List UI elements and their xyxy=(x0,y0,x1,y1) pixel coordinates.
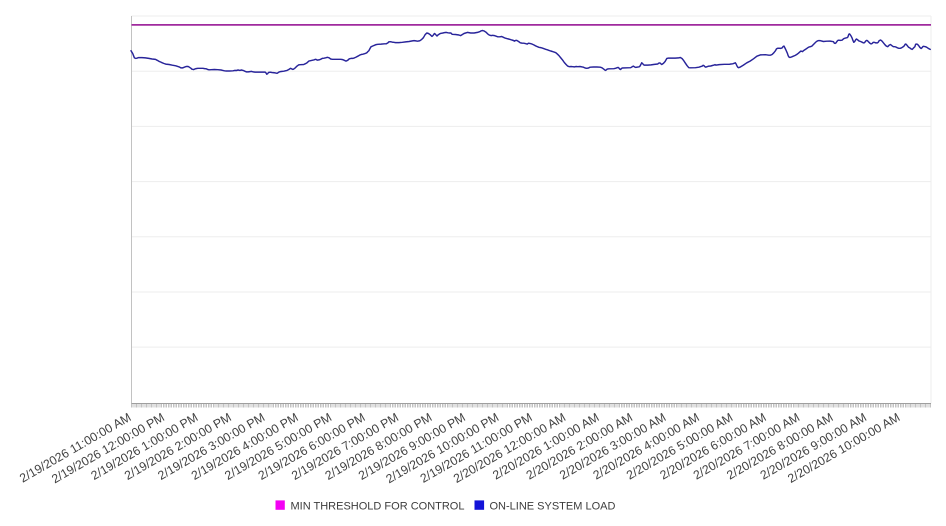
svg-text:ON-LINE SYSTEM LOAD: ON-LINE SYSTEM LOAD xyxy=(490,501,616,513)
svg-text:MIN THRESHOLD FOR CONTROL: MIN THRESHOLD FOR CONTROL xyxy=(291,501,465,513)
